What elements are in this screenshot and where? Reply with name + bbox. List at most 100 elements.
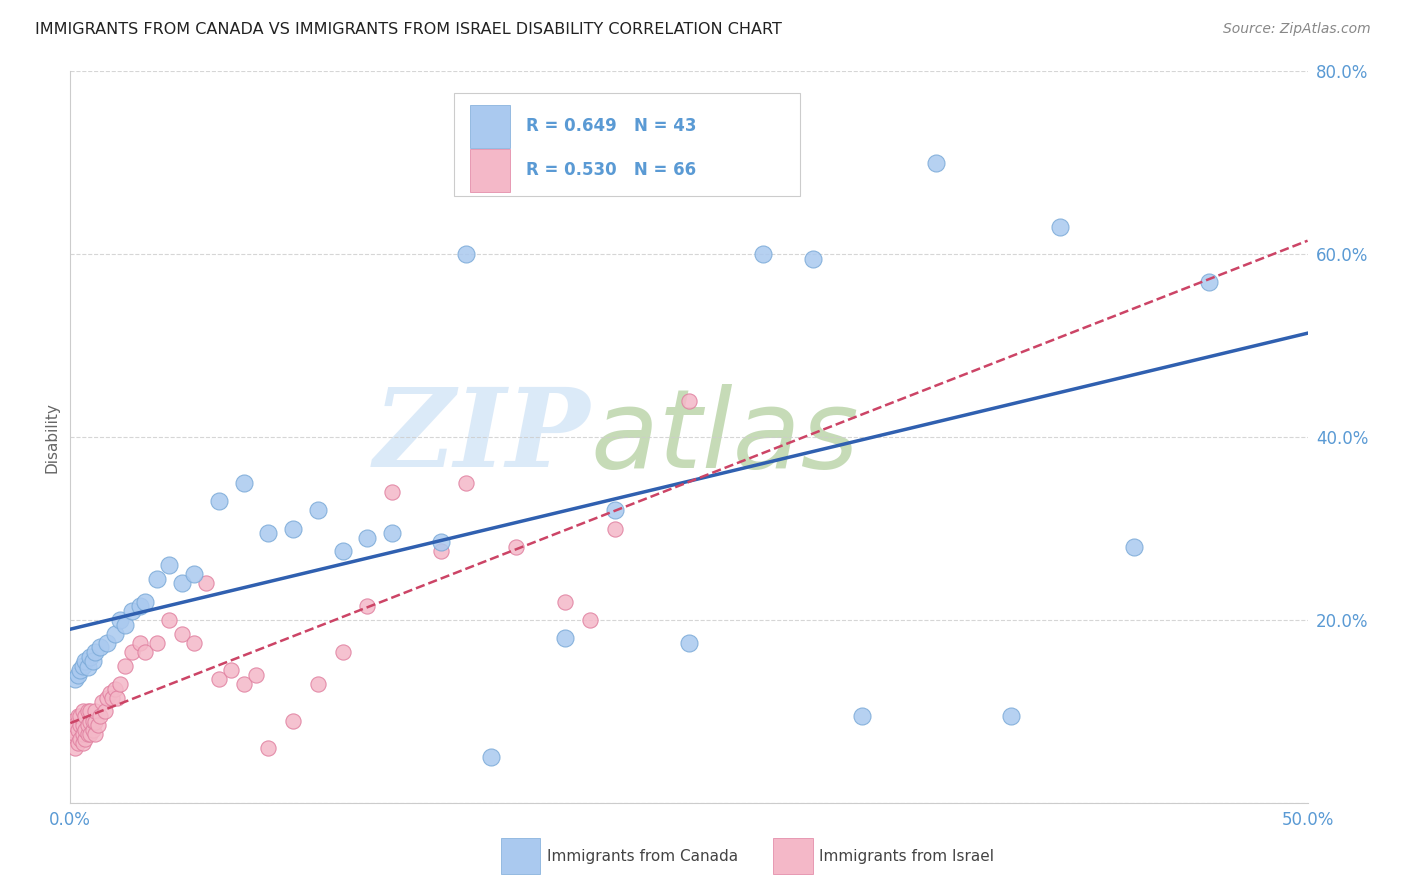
Point: [134, 645, 156, 659]
Point: [65, 718, 87, 732]
Point: [94, 705, 117, 719]
Point: [62, 714, 84, 728]
Point: [84, 715, 107, 730]
Point: [281, 714, 304, 728]
Point: [157, 613, 180, 627]
Point: [128, 636, 150, 650]
Point: [82, 654, 104, 668]
Point: [157, 558, 180, 573]
Point: [245, 667, 267, 681]
Point: [89, 640, 111, 655]
Point: [752, 247, 775, 261]
Point: [96, 636, 118, 650]
Point: [146, 636, 169, 650]
Point: [69, 718, 91, 732]
Point: [1198, 275, 1220, 289]
Point: [505, 540, 527, 554]
Point: [183, 567, 205, 582]
Point: [307, 503, 329, 517]
FancyBboxPatch shape: [773, 838, 813, 874]
Point: [603, 503, 626, 517]
Point: [82, 714, 104, 728]
Point: [84, 705, 107, 719]
Point: [307, 677, 329, 691]
Point: [678, 393, 700, 408]
Point: [76, 660, 98, 674]
Point: [72, 658, 94, 673]
Point: [456, 475, 478, 490]
Point: [86, 718, 108, 732]
Point: [76, 718, 98, 732]
Point: [170, 626, 193, 640]
Point: [381, 485, 404, 500]
Point: [75, 654, 97, 668]
Point: [62, 723, 84, 737]
Text: IMMIGRANTS FROM CANADA VS IMMIGRANTS FROM ISRAEL DISABILITY CORRELATION CHART: IMMIGRANTS FROM CANADA VS IMMIGRANTS FRO…: [35, 22, 782, 37]
Text: R = 0.530   N = 66: R = 0.530 N = 66: [526, 161, 696, 179]
Point: [84, 645, 107, 659]
Point: [554, 594, 576, 608]
Point: [105, 690, 128, 705]
Point: [114, 617, 136, 632]
Point: [146, 572, 169, 586]
Point: [128, 599, 150, 614]
Text: atlas: atlas: [591, 384, 859, 491]
Point: [121, 645, 143, 659]
Point: [170, 576, 193, 591]
Point: [332, 645, 354, 659]
Point: [65, 727, 87, 741]
Point: [65, 673, 87, 687]
Point: [104, 681, 127, 696]
Point: [1000, 709, 1022, 723]
Point: [114, 658, 136, 673]
Point: [66, 736, 89, 750]
Point: [183, 636, 205, 650]
FancyBboxPatch shape: [454, 94, 800, 195]
Point: [66, 709, 89, 723]
Point: [91, 695, 114, 709]
Point: [108, 613, 131, 627]
Point: [232, 475, 254, 490]
Point: [62, 731, 84, 746]
Point: [1123, 540, 1146, 554]
Point: [456, 247, 478, 261]
Point: [84, 727, 107, 741]
Point: [208, 673, 231, 687]
Point: [925, 156, 948, 170]
FancyBboxPatch shape: [470, 104, 509, 148]
Point: [603, 521, 626, 535]
Point: [66, 723, 89, 737]
Point: [98, 686, 121, 700]
Point: [801, 252, 824, 266]
Point: [108, 677, 131, 691]
Point: [76, 727, 98, 741]
Point: [430, 544, 453, 558]
Y-axis label: Disability: Disability: [44, 401, 59, 473]
Point: [66, 667, 89, 681]
Point: [381, 526, 404, 541]
Point: [75, 709, 97, 723]
Point: [1049, 219, 1071, 234]
Point: [72, 736, 94, 750]
Point: [69, 731, 91, 746]
Point: [208, 494, 231, 508]
Point: [851, 709, 873, 723]
Point: [69, 663, 91, 677]
Point: [79, 715, 101, 730]
Point: [65, 740, 87, 755]
Point: [72, 705, 94, 719]
Point: [479, 750, 502, 764]
Point: [257, 526, 280, 541]
Point: [195, 576, 218, 591]
Point: [79, 649, 101, 664]
Point: [75, 723, 97, 737]
Text: Source: ZipAtlas.com: Source: ZipAtlas.com: [1223, 22, 1371, 37]
Point: [101, 690, 124, 705]
Point: [72, 718, 94, 732]
Point: [69, 709, 91, 723]
Point: [82, 723, 104, 737]
Point: [76, 705, 98, 719]
Point: [678, 636, 700, 650]
Point: [332, 544, 354, 558]
FancyBboxPatch shape: [501, 838, 540, 874]
